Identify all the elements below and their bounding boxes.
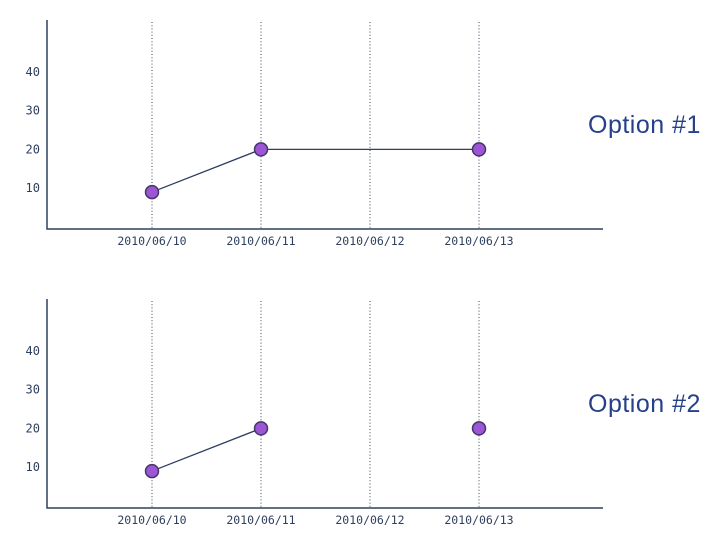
chart-row-option-2: 2010/06/10 2010/06/11 2010/06/12 2010/06/13… <box>0 279 721 558</box>
y-tick-label: 20 <box>26 142 40 156</box>
axis-lines <box>46 20 603 230</box>
y-tick-label: 20 <box>26 421 40 435</box>
data-point <box>253 142 269 157</box>
y-tick-label: 10 <box>26 181 40 195</box>
x-tick-label: 2010/06/13 <box>444 513 513 527</box>
y-tick-label: 30 <box>26 104 40 118</box>
chart-row-option-1: 2010/06/10 2010/06/11 2010/06/12 2010/06/13… <box>26 20 701 248</box>
series-line-segment <box>151 148 262 193</box>
y-tick-label: 30 <box>26 383 40 397</box>
data-point <box>144 184 160 200</box>
y-tick-label: 40 <box>26 65 40 79</box>
data-point <box>471 421 487 436</box>
option-2-label[interactable]: Option #2 <box>588 390 701 418</box>
x-tick-label: 2010/06/13 <box>444 234 513 248</box>
x-tick-label: 2010/06/12 <box>335 513 404 527</box>
data-point <box>471 142 487 157</box>
line-chart-option-2: 2010/06/10 2010/06/11 2010/06/12 2010/06/13… <box>26 299 603 527</box>
line-chart-option-1: 2010/06/10 2010/06/11 2010/06/12 2010/06/13… <box>26 20 603 248</box>
series-line-segment <box>151 427 262 472</box>
x-tick-label: 2010/06/11 <box>226 513 295 527</box>
axis-lines <box>46 299 603 509</box>
x-tick-label: 2010/06/10 <box>117 513 186 527</box>
option-1-label[interactable]: Option #1 <box>588 111 701 139</box>
x-tick-label: 2010/06/11 <box>226 234 295 248</box>
data-point <box>253 421 269 436</box>
data-point <box>144 463 160 479</box>
x-tick-label: 2010/06/12 <box>335 234 404 248</box>
y-tick-label: 40 <box>26 344 40 358</box>
y-tick-label: 10 <box>26 460 40 474</box>
x-tick-label: 2010/06/10 <box>117 234 186 248</box>
